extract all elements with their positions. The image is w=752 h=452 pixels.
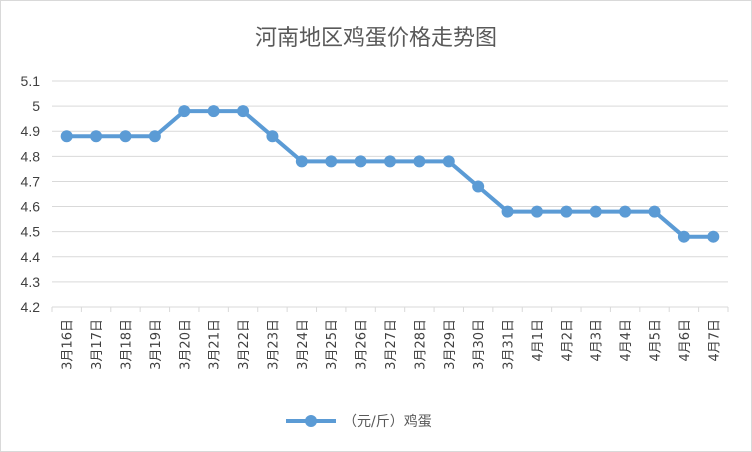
legend-label: （元/斤）鸡蛋 bbox=[343, 413, 432, 430]
data-point bbox=[60, 130, 73, 143]
x-tick-label: 4月2日 bbox=[560, 319, 575, 362]
x-tick-label: 3月24日 bbox=[296, 319, 311, 370]
y-tick-label: 4.8 bbox=[21, 148, 41, 164]
x-tick-label: 4月4日 bbox=[619, 319, 634, 362]
x-tick-label: 4月1日 bbox=[531, 319, 546, 362]
x-tick-label: 3月18日 bbox=[119, 319, 134, 370]
series-line-0 bbox=[64, 109, 716, 239]
x-tick-label: 3月25日 bbox=[325, 319, 340, 370]
data-point bbox=[325, 155, 338, 168]
x-tick-label: 4月7日 bbox=[707, 319, 722, 362]
data-point bbox=[530, 205, 543, 218]
y-tick-label: 5 bbox=[32, 98, 40, 114]
x-axis-tick-labels: 3月16日 3月17日 3月18日 3月19日 3月20日 3月21日 3月22日 3月23日… bbox=[61, 319, 723, 370]
x-tick-label: 3月19日 bbox=[149, 319, 164, 370]
y-axis-tick-labels: 4.2 4.3 4.4 4.5 4.6 4.7 4.8 4.9 5 5.1 bbox=[21, 73, 41, 315]
x-tick-label: 4月6日 bbox=[678, 319, 693, 362]
data-point bbox=[619, 205, 632, 218]
data-point bbox=[207, 105, 220, 118]
x-tick-label: 3月31日 bbox=[502, 319, 517, 370]
x-tick-label: 4月3日 bbox=[590, 319, 605, 362]
x-tick-label: 3月28日 bbox=[413, 319, 428, 370]
data-point bbox=[677, 230, 690, 243]
legend: （元/斤）鸡蛋 bbox=[286, 413, 432, 430]
data-point bbox=[119, 130, 132, 143]
y-tick-label: 4.6 bbox=[21, 199, 41, 215]
x-tick-label: 3月27日 bbox=[384, 319, 399, 370]
data-point bbox=[266, 130, 279, 143]
data-point bbox=[589, 205, 602, 218]
data-point bbox=[560, 205, 573, 218]
data-point bbox=[501, 205, 514, 218]
x-tick-label: 3月21日 bbox=[208, 319, 223, 370]
x-tick-label: 4月5日 bbox=[649, 319, 664, 362]
data-point bbox=[442, 155, 455, 168]
data-point bbox=[237, 105, 250, 118]
x-tick-label: 3月30日 bbox=[472, 319, 487, 370]
series-layer bbox=[60, 105, 720, 243]
data-point bbox=[384, 155, 396, 168]
x-tick-label: 3月16日 bbox=[61, 319, 76, 370]
y-tick-label: 4.9 bbox=[21, 123, 41, 139]
data-point bbox=[90, 130, 103, 143]
data-point bbox=[707, 230, 720, 243]
y-tick-label: 4.3 bbox=[21, 274, 41, 290]
gridlines bbox=[51, 80, 729, 312]
x-tick-label: 3月23日 bbox=[266, 319, 281, 370]
data-point bbox=[413, 155, 426, 168]
y-tick-label: 4.2 bbox=[21, 299, 41, 315]
x-tick-label: 3月26日 bbox=[355, 319, 370, 370]
data-point bbox=[148, 130, 161, 143]
legend-dot-marker bbox=[305, 415, 317, 427]
x-tick-label: 3月22日 bbox=[237, 319, 252, 370]
data-point bbox=[648, 205, 661, 218]
chart-title: 河南地区鸡蛋价格走势图 bbox=[255, 26, 497, 51]
x-tick-label: 3月29日 bbox=[443, 319, 458, 370]
x-tick-label: 3月17日 bbox=[90, 319, 105, 370]
data-point bbox=[295, 155, 308, 168]
y-tick-label: 4.4 bbox=[21, 249, 41, 265]
data-point bbox=[178, 105, 191, 118]
data-point bbox=[472, 180, 485, 193]
y-tick-label: 5.1 bbox=[21, 73, 41, 89]
data-point bbox=[354, 155, 367, 168]
y-tick-label: 4.5 bbox=[21, 224, 41, 240]
y-tick-label: 4.7 bbox=[21, 173, 41, 189]
x-tick-label: 3月20日 bbox=[178, 319, 193, 370]
